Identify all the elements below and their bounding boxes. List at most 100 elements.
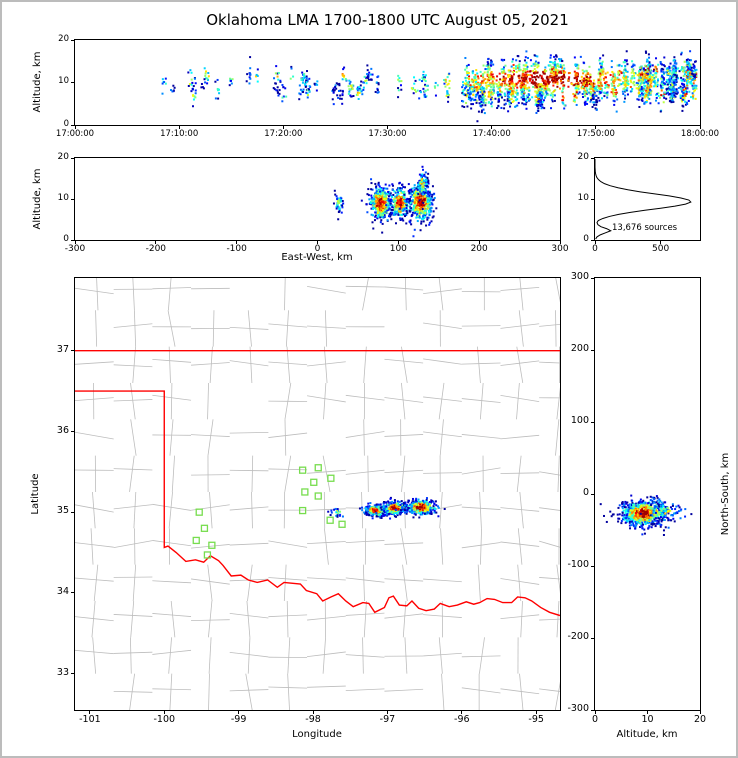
- x-tick-label: -96: [454, 714, 470, 725]
- x-tick-label: 500: [652, 244, 670, 254]
- figure-title: Oklahoma LMA 1700-1800 UTC August 05, 20…: [206, 11, 569, 29]
- y-tick-mark: [71, 39, 74, 41]
- y-tick-label: 20: [57, 151, 69, 162]
- x-tick-mark: [594, 711, 596, 714]
- x-tick-mark: [699, 711, 701, 714]
- x-tick-label: 17:20:00: [264, 129, 303, 139]
- x-tick-label: -300: [64, 244, 86, 254]
- x-tick-mark: [535, 711, 537, 714]
- x-tick-label: 100: [389, 244, 407, 254]
- x-tick-mark: [236, 241, 238, 244]
- y-tick-mark: [71, 350, 74, 352]
- y-tick-label: 37: [56, 343, 69, 355]
- y-tick-label: 0: [63, 118, 69, 129]
- x-tick-label: 0: [314, 244, 321, 254]
- y-tick-label: 300: [570, 271, 589, 283]
- altitude-histogram-panel: [594, 157, 701, 241]
- x-tick-label: -100: [226, 244, 247, 254]
- x-tick-mark: [660, 241, 662, 244]
- y-tick-label: 35: [56, 505, 69, 517]
- x-tick-mark: [163, 711, 165, 714]
- y-tick-label: 0: [582, 487, 589, 499]
- x-tick-mark: [478, 241, 480, 244]
- x-tick-mark: [282, 126, 284, 129]
- x-tick-mark: [699, 126, 701, 129]
- y-tick-mark: [71, 124, 74, 126]
- x-tick-label: 17:30:00: [368, 129, 407, 139]
- y-tick-mark: [71, 198, 74, 200]
- x-tick-label: 300: [551, 244, 569, 254]
- y-tick-mark: [591, 198, 594, 200]
- y-tick-label: 0: [583, 233, 589, 244]
- y-tick-mark: [71, 673, 74, 675]
- y-tick-mark: [71, 430, 74, 432]
- x-tick-mark: [559, 241, 561, 244]
- y-tick-label: -100: [567, 559, 589, 571]
- x-tick-mark: [74, 241, 76, 244]
- map-xlabel: Longitude: [292, 729, 342, 740]
- y-tick-label: 20: [577, 151, 589, 162]
- y-tick-label: 200: [570, 343, 589, 355]
- y-tick-label: 10: [577, 192, 589, 203]
- y-tick-label: 100: [570, 415, 589, 427]
- x-tick-mark: [155, 241, 157, 244]
- y-tick-mark: [591, 277, 594, 279]
- y-tick-label: -300: [567, 703, 589, 715]
- y-tick-mark: [591, 709, 594, 711]
- x-tick-mark: [594, 241, 596, 244]
- y-tick-mark: [591, 349, 594, 351]
- x-tick-mark: [238, 711, 240, 714]
- x-tick-mark: [317, 241, 318, 244]
- ns-panel-ylabel: North-South, km: [720, 452, 731, 536]
- y-tick-label: 20: [58, 33, 69, 44]
- x-tick-label: -95: [528, 714, 544, 725]
- source-count-label: 13,676 sources: [612, 223, 678, 233]
- y-tick-label: 36: [56, 424, 69, 436]
- x-tick-mark: [461, 711, 463, 714]
- x-tick-mark: [386, 711, 388, 714]
- ns-panel-xlabel: Altitude, km: [616, 729, 678, 740]
- x-tick-mark: [89, 711, 91, 714]
- x-tick-mark: [647, 711, 648, 714]
- x-tick-mark: [595, 126, 597, 129]
- x-tick-label: 17:00:00: [55, 129, 95, 139]
- time-height-panel: [74, 39, 701, 126]
- y-tick-mark: [71, 592, 74, 594]
- x-tick-mark: [491, 126, 493, 129]
- x-tick-label: 17:10:00: [160, 129, 199, 139]
- x-tick-label: -99: [230, 714, 247, 725]
- x-tick-label: -97: [379, 714, 396, 725]
- map-canvas: [75, 278, 560, 710]
- time-height-scatter-canvas: [75, 40, 700, 125]
- x-tick-label: 20: [693, 714, 707, 725]
- x-tick-mark: [74, 126, 76, 129]
- x-tick-mark: [387, 126, 388, 129]
- y-tick-mark: [591, 421, 594, 423]
- y-tick-label: 33: [56, 666, 69, 678]
- map-panel: [74, 277, 561, 711]
- x-tick-label: 0: [592, 244, 598, 254]
- y-tick-label: 34: [56, 586, 69, 598]
- y-tick-mark: [591, 239, 594, 241]
- y-tick-mark: [591, 157, 594, 159]
- x-tick-label: -100: [153, 714, 176, 725]
- ew-panel-xlabel: East-West, km: [281, 252, 353, 263]
- x-tick-label: -98: [305, 714, 321, 725]
- y-tick-label: 0: [63, 233, 69, 244]
- x-tick-label: 0: [591, 714, 599, 725]
- x-tick-mark: [312, 711, 314, 714]
- x-tick-label: -200: [145, 244, 167, 254]
- y-tick-label: 10: [57, 192, 69, 203]
- y-tick-mark: [71, 511, 74, 513]
- y-tick-label: 10: [58, 76, 69, 87]
- x-tick-label: 200: [470, 244, 488, 254]
- y-tick-mark: [71, 239, 74, 241]
- north-south-height-panel: [594, 277, 701, 711]
- altitude-histogram-canvas: [595, 158, 700, 240]
- y-tick-mark: [71, 157, 74, 159]
- y-tick-mark: [591, 637, 594, 639]
- north-south-scatter-canvas: [595, 278, 700, 710]
- y-tick-mark: [71, 82, 74, 83]
- east-west-scatter-canvas: [75, 158, 560, 240]
